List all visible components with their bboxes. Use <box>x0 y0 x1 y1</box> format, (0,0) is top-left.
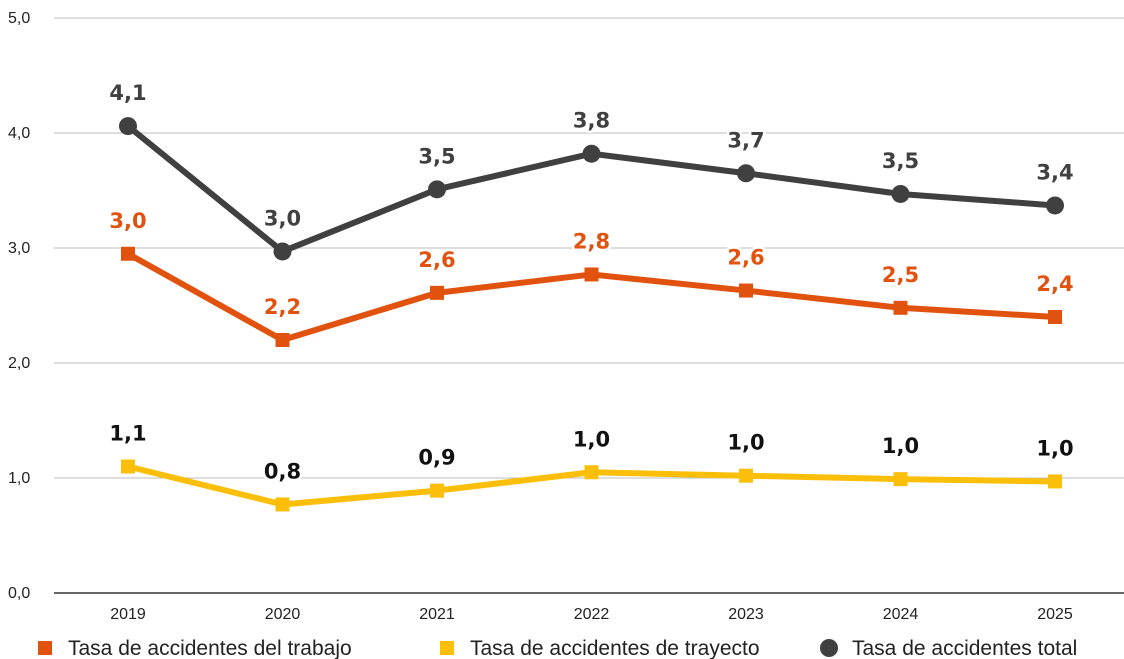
legend-label: Tasa de accidentes del trabajo <box>68 637 352 659</box>
data-label: 1,0 <box>1036 436 1073 460</box>
data-point <box>584 267 599 282</box>
legend-item-3: Tasa de accidentes total <box>820 637 1077 659</box>
data-label: 1,1 <box>109 422 146 446</box>
data-label: 2,4 <box>1036 272 1073 296</box>
data-label: 3,4 <box>1036 160 1073 184</box>
data-point <box>1046 196 1064 215</box>
legend-marker <box>820 639 838 657</box>
data-point <box>893 300 908 315</box>
data-point <box>582 144 601 163</box>
data-label: 2,2 <box>264 295 301 319</box>
x-tick-label: 2022 <box>574 606 610 623</box>
legend-label: Tasa de accidentes total <box>852 637 1077 659</box>
y-tick-label: 0,0 <box>8 585 30 602</box>
data-label: 2,6 <box>418 248 455 272</box>
series-group <box>119 117 1064 512</box>
data-point <box>891 184 910 203</box>
x-tick-label: 2025 <box>1037 606 1073 623</box>
data-point <box>273 242 292 261</box>
data-label: 3,0 <box>109 209 146 233</box>
y-tick-label: 3,0 <box>8 240 30 257</box>
y-tick-label: 5,0 <box>8 10 30 27</box>
legend-item-1: Tasa de accidentes del trabajo <box>38 637 352 659</box>
data-point <box>893 472 908 487</box>
data-label: 2,5 <box>882 263 919 287</box>
data-point <box>121 246 135 261</box>
x-tick-label: 2023 <box>728 606 764 623</box>
data-point <box>430 285 444 300</box>
data-point <box>1048 474 1062 489</box>
data-label: 1,0 <box>573 427 610 451</box>
data-point <box>584 465 599 480</box>
data-label: 1,0 <box>727 431 764 455</box>
data-label: 0,9 <box>418 446 455 470</box>
legend-marker <box>440 641 454 655</box>
data-label: 2,6 <box>727 246 764 270</box>
x-tick-label: 2024 <box>883 606 919 623</box>
series-3 <box>119 117 1064 261</box>
x-tick-label: 2020 <box>265 606 301 623</box>
data-point <box>121 459 135 474</box>
data-point <box>430 483 444 498</box>
y-tick-label: 4,0 <box>8 125 30 142</box>
series-1 <box>121 246 1062 347</box>
legend-item-2: Tasa de accidentes de trayecto <box>440 637 760 659</box>
series-2 <box>121 459 1062 512</box>
data-point <box>739 468 753 483</box>
legend-label: Tasa de accidentes de trayecto <box>470 637 760 659</box>
x-tick-label: 2021 <box>419 606 455 623</box>
data-point <box>275 333 290 347</box>
data-label: 3,8 <box>573 109 610 133</box>
data-point <box>119 117 137 136</box>
data-label: 3,0 <box>264 206 301 230</box>
data-point <box>739 283 753 298</box>
data-label: 3,5 <box>418 144 455 168</box>
data-point <box>428 180 446 199</box>
y-tick-label: 2,0 <box>8 355 30 372</box>
data-label: 0,8 <box>264 459 301 483</box>
data-point <box>737 164 755 183</box>
data-point <box>1048 310 1062 324</box>
data-label: 1,0 <box>882 434 919 458</box>
legend-marker <box>38 641 52 655</box>
y-axis: 0,0 1,0 2,0 3,0 4,0 5,0 <box>8 10 30 602</box>
x-tick-label: 2019 <box>110 606 146 623</box>
x-axis: 2019 2020 2021 2022 2023 2024 2025 <box>110 606 1073 623</box>
y-tick-label: 1,0 <box>8 470 30 487</box>
data-labels: 3,0 2,2 2,6 2,8 2,6 2,5 2,4 1,1 0,8 0,9 1,0 1,0 1,0 1… <box>107 79 1076 486</box>
gridlines <box>54 17 1124 594</box>
data-label: 3,5 <box>882 149 919 173</box>
data-label: 3,7 <box>727 128 764 152</box>
data-label: 4,1 <box>109 81 146 105</box>
data-label: 2,8 <box>573 229 610 253</box>
legend: Tasa de accidentes del trabajo Tasa de ac… <box>38 637 1077 659</box>
data-point <box>275 497 290 512</box>
